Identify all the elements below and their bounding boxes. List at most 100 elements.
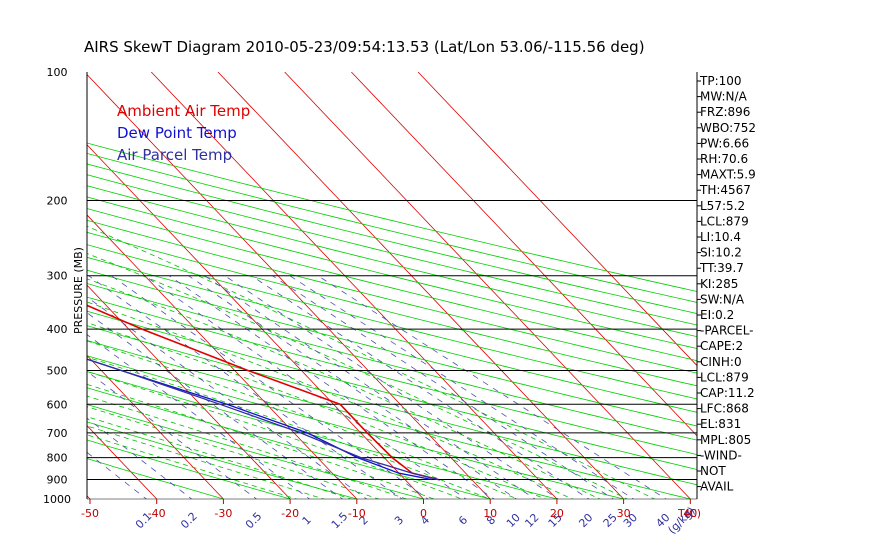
dry-adiabat-line (87, 458, 225, 499)
dry-adiabat-line (87, 244, 697, 400)
dry-adiabat-line (87, 256, 697, 413)
stability-index-label: L57:5.2 (700, 199, 745, 213)
temperature-tick-label: -10 (348, 507, 366, 520)
stability-index-label: NOT (700, 464, 726, 478)
temperature-tick-label: 30 (617, 507, 631, 520)
dry-adiabat-line (87, 269, 697, 427)
isotherm-line (87, 214, 358, 499)
dry-adiabat-line (87, 196, 697, 349)
pressure-tick-label: 600 (47, 398, 68, 411)
stability-index-label: LCL:879 (700, 214, 749, 228)
stability-index-label: EI:0.2 (700, 308, 734, 322)
mixing-ratio-line (224, 275, 559, 499)
moist-adiabat-line (87, 434, 298, 499)
temperature-tick-label: -50 (81, 507, 99, 520)
pressure-tick-label: 300 (47, 270, 68, 283)
stability-index-label: CAPE:2 (700, 339, 743, 353)
stability-index-label: KI:285 (700, 277, 738, 291)
y-axis-label: PRESSURE (MB) (72, 247, 85, 334)
moist-adiabat-line (87, 425, 325, 499)
pressure-tick-label: 1000 (43, 493, 71, 506)
isotherm-line (150, 72, 558, 499)
mixing-ratio-line (87, 451, 148, 499)
mixing-ratio-line (87, 370, 258, 499)
stability-index-label: LCL:879 (700, 370, 749, 384)
stability-index-label: AVAIL (700, 480, 734, 494)
mixing-ratio-line (111, 275, 429, 499)
temperature-tick-label: 10 (483, 507, 497, 520)
stability-index-label: PW:6.66 (700, 136, 749, 150)
mixing-ratio-tick-label: 0.2 (178, 510, 200, 532)
mixing-ratio-line (168, 275, 495, 499)
mixing-ratio-line (317, 275, 667, 499)
dry-adiabat-line (87, 231, 697, 387)
stability-index-label: LI:10.4 (700, 230, 741, 244)
mixing-ratio-line (289, 275, 635, 499)
stability-index-label: -WIND- (700, 448, 742, 462)
mixing-ratio-line (144, 275, 467, 499)
dry-adiabat-line (87, 439, 292, 499)
stability-index-label: MAXT:5.9 (700, 168, 756, 182)
stability-index-label: CINH:0 (700, 355, 742, 369)
stability-index-label: RH:70.6 (700, 152, 748, 166)
stability-index-label: SW:N/A (700, 292, 745, 306)
chart-title: AIRS SkewT Diagram 2010-05-23/09:54:13.5… (84, 38, 645, 56)
temperature-tick-label: -20 (281, 507, 299, 520)
mixing-ratio-tick-label: 10 (504, 511, 523, 530)
pressure-tick-label: 700 (47, 427, 68, 440)
moist-adiabat-line (87, 340, 519, 499)
dry-adiabat-line (87, 142, 697, 292)
dry-adiabat-line (87, 185, 697, 338)
stability-index-label: -PARCEL- (700, 324, 754, 338)
series-line-air-parcel-temp (87, 358, 439, 481)
moist-adiabat-line (87, 225, 656, 499)
dry-adiabat-line (87, 355, 626, 499)
moist-adiabat-line (87, 301, 574, 499)
mixing-ratio-line (87, 417, 193, 499)
mixing-ratio-line (251, 275, 590, 499)
dry-adiabat-line (87, 371, 559, 499)
mixing-ratio-line (204, 275, 536, 499)
dry-adiabat-line (87, 340, 693, 499)
dry-adiabat-line (87, 310, 697, 470)
moist-adiabat-line (87, 383, 436, 499)
temperature-tick-label: -40 (148, 507, 166, 520)
x-axis-label: T(C) (677, 507, 701, 520)
isotherm-line (284, 72, 691, 499)
dry-adiabat-line (87, 283, 697, 441)
stability-index-label: WBO:752 (700, 121, 756, 135)
dry-adiabat-line (87, 296, 697, 456)
mixing-ratio-tick-label: 3 (392, 513, 406, 527)
series-line-ambient-air-temp (87, 304, 439, 481)
dry-adiabat-line (87, 387, 492, 499)
mixing-ratio-line (188, 275, 517, 499)
legend-entry: Air Parcel Temp (117, 146, 232, 164)
dry-adiabat-line (87, 152, 697, 303)
series-line-dew-point-temp (87, 358, 432, 481)
mixing-ratio-line (272, 275, 614, 499)
mixing-ratio-line (87, 312, 344, 499)
mixing-ratio-tick-label: 1 (300, 513, 314, 527)
isotherm-line (217, 72, 624, 499)
mixing-ratio-tick-label: 0.5 (243, 510, 265, 532)
mixing-ratio-tick-label: 12 (522, 511, 541, 530)
stability-index-label: EL:831 (700, 417, 741, 431)
stability-index-label: CAP:11.2 (700, 386, 755, 400)
dry-adiabat-line (87, 174, 697, 326)
temperature-tick-label: 40 (683, 507, 697, 520)
legend-entry: Ambient Air Temp (117, 102, 250, 120)
dry-adiabat-line (87, 163, 697, 314)
mixing-ratio-tick-label: 6 (456, 513, 470, 527)
stability-index-label: TH:4567 (699, 183, 751, 197)
dry-adiabat-line (87, 208, 697, 362)
moist-adiabat-line (87, 356, 491, 499)
temperature-tick-label: 0 (420, 507, 427, 520)
pressure-tick-label: 100 (47, 66, 68, 79)
pressure-tick-label: 400 (47, 323, 68, 336)
temperature-tick-label: 20 (550, 507, 564, 520)
moist-adiabat-line (87, 253, 628, 499)
isotherm-line (87, 425, 157, 499)
stability-index-label: TT:39.7 (699, 261, 744, 275)
isotherm-line (351, 72, 697, 437)
